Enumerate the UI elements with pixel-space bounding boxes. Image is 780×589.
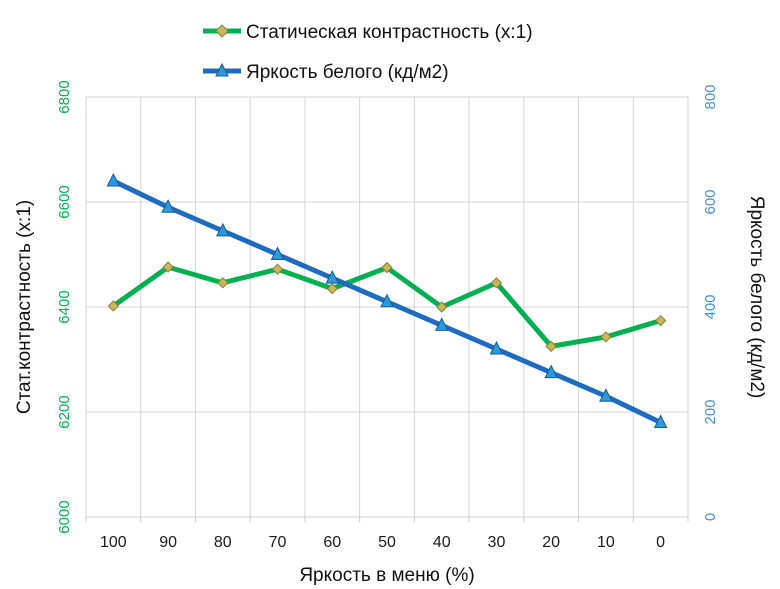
data-point-contrast bbox=[162, 261, 174, 273]
x-tick-label: 50 bbox=[378, 534, 396, 551]
x-tick-label: 40 bbox=[433, 534, 451, 551]
data-point-brightness bbox=[434, 317, 449, 331]
data-point-brightness bbox=[270, 246, 285, 260]
data-point-contrast bbox=[217, 277, 229, 289]
legend-brightness-marker bbox=[215, 62, 229, 77]
y-right-tick-label: 600 bbox=[702, 189, 719, 214]
y-right-tick-label: 400 bbox=[702, 294, 719, 319]
x-tick-label: 20 bbox=[542, 534, 560, 551]
data-point-brightness bbox=[544, 364, 558, 379]
data-point-brightness bbox=[106, 172, 121, 187]
x-tick-label: 10 bbox=[597, 534, 615, 551]
y-right-tick-label: 800 bbox=[702, 84, 719, 109]
data-point-brightness bbox=[216, 222, 230, 237]
data-point-brightness bbox=[380, 293, 394, 308]
series-layer bbox=[106, 172, 668, 428]
y-left-tick-label: 6600 bbox=[56, 185, 73, 218]
y-left-tick-label: 6800 bbox=[56, 80, 73, 113]
y-left-axis-title: Стат.контрастность (x:1) bbox=[14, 200, 35, 414]
y-left-tick-label: 6000 bbox=[56, 500, 73, 533]
x-tick-label: 70 bbox=[269, 534, 287, 551]
data-point-brightness bbox=[653, 414, 668, 428]
data-point-contrast bbox=[490, 277, 503, 289]
data-point-contrast bbox=[107, 300, 120, 312]
x-tick-label: 80 bbox=[214, 534, 232, 551]
legend-contrast-label: Статическая контрастность (x:1) bbox=[246, 22, 533, 43]
data-point-contrast bbox=[326, 282, 338, 295]
legend-item-brightness: Яркость белого (кд/м2) bbox=[203, 62, 449, 83]
data-point-brightness bbox=[599, 388, 613, 402]
x-tick-label: 90 bbox=[159, 534, 177, 551]
x-tick-label: 60 bbox=[323, 534, 341, 551]
data-point-contrast bbox=[654, 314, 667, 327]
x-tick-label: 0 bbox=[656, 534, 665, 551]
y-right-tick-label: 0 bbox=[702, 513, 719, 521]
y-right-axis-title: Яркость белого (кд/м2) bbox=[746, 196, 767, 399]
data-point-contrast bbox=[545, 340, 557, 353]
legend-contrast-marker bbox=[215, 24, 229, 38]
grid bbox=[85, 97, 689, 522]
y-right-tick-label: 200 bbox=[702, 399, 719, 424]
legend: Статическая контрастность (x:1) Яркость … bbox=[203, 22, 533, 83]
data-point-brightness bbox=[161, 199, 175, 213]
data-point-brightness bbox=[489, 340, 504, 355]
x-tick-label: 100 bbox=[100, 534, 127, 551]
data-point-contrast bbox=[381, 261, 393, 274]
data-point-brightness bbox=[325, 270, 340, 284]
legend-brightness-label: Яркость белого (кд/м2) bbox=[246, 62, 449, 83]
y-left-tick-label: 6400 bbox=[56, 290, 73, 323]
x-axis-title: Яркость в меню (%) bbox=[299, 565, 474, 586]
data-point-contrast bbox=[436, 301, 448, 313]
y-left-tick-label: 6200 bbox=[56, 395, 73, 428]
data-point-contrast bbox=[271, 263, 284, 275]
legend-item-contrast: Статическая контрастность (x:1) bbox=[203, 22, 533, 43]
x-tick-label: 30 bbox=[488, 534, 506, 551]
data-point-contrast bbox=[600, 331, 612, 343]
